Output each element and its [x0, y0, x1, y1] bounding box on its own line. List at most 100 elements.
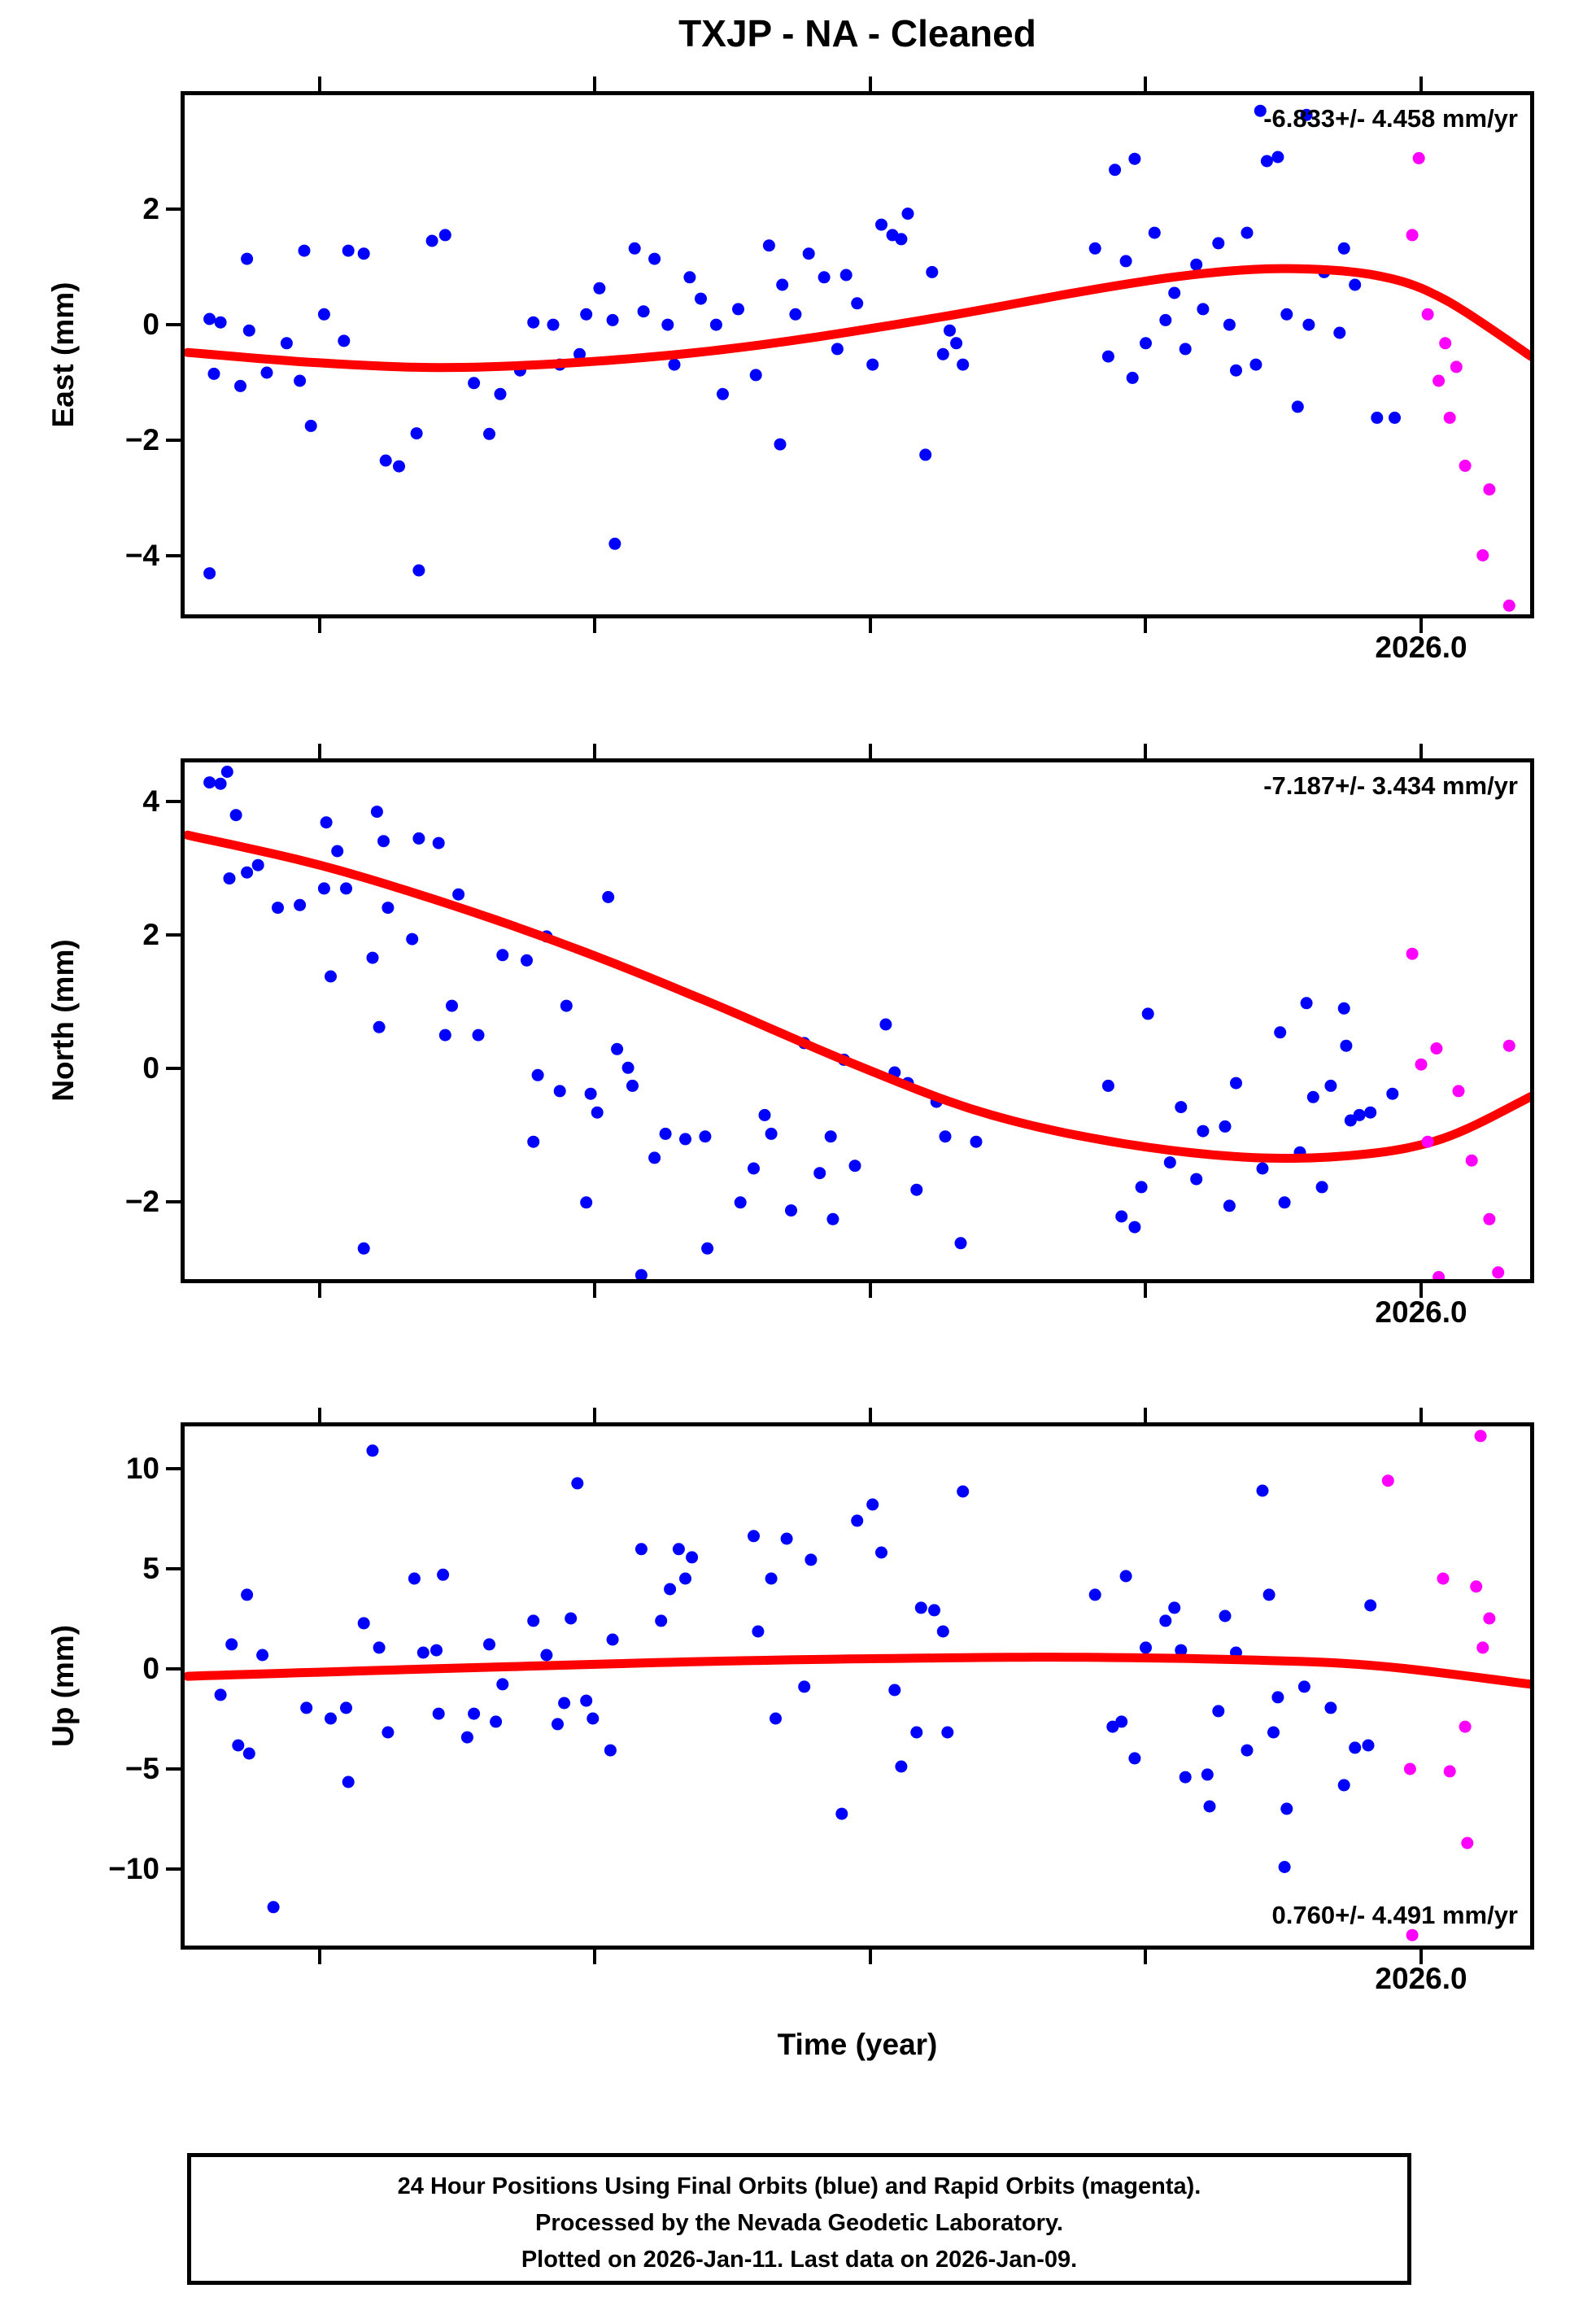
final-orbit-point	[717, 387, 729, 400]
final-orbit-point	[1126, 371, 1139, 384]
north-plot-area	[185, 766, 1530, 1279]
x-tick-bottom	[317, 618, 321, 633]
final-orbit-point	[839, 269, 853, 282]
final-orbit-point	[1249, 358, 1262, 371]
final-orbit-point	[1115, 1715, 1128, 1728]
final-orbit-point	[1340, 1039, 1353, 1052]
y-tick-label: 2	[142, 918, 159, 952]
final-orbit-point	[370, 806, 383, 819]
x-tick-bottom	[868, 1283, 872, 1298]
x-tick-top	[317, 744, 321, 758]
final-orbit-point	[648, 252, 661, 265]
final-orbit-point	[1371, 411, 1384, 424]
final-orbit-point	[225, 1638, 238, 1651]
east-xtick-label: 2026.0	[1375, 631, 1467, 664]
x-tick-top	[1419, 744, 1423, 758]
final-orbit-point	[558, 1697, 571, 1710]
north-xtick-label: 2026.0	[1375, 1295, 1467, 1329]
final-orbit-point	[919, 448, 932, 461]
x-tick-top	[1144, 744, 1148, 758]
final-orbit-point	[460, 1731, 473, 1744]
final-orbit-point	[325, 970, 337, 983]
y-tick-label: −4	[124, 539, 159, 573]
final-orbit-point	[531, 1068, 544, 1081]
final-orbit-point	[818, 271, 831, 284]
final-orbit-point	[875, 1546, 887, 1559]
final-orbit-point	[668, 358, 681, 371]
final-orbit-point	[1159, 313, 1172, 326]
final-orbit-point	[412, 832, 425, 845]
final-orbit-point	[438, 229, 451, 242]
final-orbit-point	[758, 1108, 771, 1121]
final-orbit-point	[664, 1583, 677, 1596]
final-orbit-point	[1212, 1705, 1225, 1718]
final-orbit-point	[1128, 152, 1141, 165]
final-orbit-point	[317, 882, 330, 895]
final-orbit-point	[1175, 1644, 1188, 1657]
final-orbit-point	[256, 1649, 269, 1662]
final-orbit-point	[437, 1568, 450, 1581]
final-orbit-point	[234, 379, 246, 392]
y-tick-label: 4	[142, 784, 159, 819]
caption-line-plotted: Plotted on 2026-Jan-11. Last data on 202…	[521, 2247, 1078, 2273]
final-orbit-point	[452, 888, 465, 901]
up-panel	[181, 1422, 1534, 1950]
x-tick-bottom	[868, 1950, 872, 1964]
final-orbit-point	[432, 1707, 445, 1720]
final-orbit-point	[748, 1162, 760, 1175]
final-orbit-point	[824, 1130, 837, 1143]
final-orbit-point	[483, 1638, 495, 1651]
final-orbit-point	[317, 308, 330, 321]
rapid-orbit-point	[1483, 1612, 1496, 1625]
final-orbit-point	[357, 247, 370, 260]
final-orbit-point	[342, 1775, 355, 1788]
final-orbit-point	[970, 1135, 983, 1148]
rapid-orbit-point	[1474, 1430, 1487, 1443]
final-orbit-point	[701, 1242, 714, 1255]
final-orbit-point	[241, 1588, 254, 1601]
final-orbit-point	[298, 244, 311, 257]
final-orbit-point	[468, 1707, 481, 1720]
final-orbit-point	[527, 316, 540, 329]
y-tick	[166, 1767, 181, 1771]
y-tick-label: 10	[125, 1451, 159, 1485]
final-orbit-point	[300, 1701, 313, 1714]
y-tick	[166, 1867, 181, 1871]
rapid-orbit-point	[1502, 1039, 1515, 1052]
y-tick-label: 0	[142, 1051, 159, 1085]
final-orbit-point	[851, 1514, 864, 1527]
final-orbit-point	[294, 898, 307, 911]
final-orbit-point	[241, 252, 254, 265]
final-orbit-point	[1128, 1752, 1141, 1765]
rapid-orbit-point	[1465, 1154, 1478, 1167]
final-orbit-point	[941, 1726, 954, 1739]
final-orbit-point	[366, 1444, 379, 1457]
final-orbit-point	[1254, 104, 1267, 117]
final-orbit-point	[634, 1543, 648, 1556]
final-orbit-point	[1267, 1726, 1280, 1739]
y-tick	[166, 1199, 181, 1203]
final-orbit-point	[1119, 255, 1132, 268]
final-orbit-point	[1271, 151, 1284, 164]
final-orbit-point	[608, 537, 621, 550]
final-orbit-point	[789, 308, 802, 321]
final-orbit-point	[320, 816, 333, 829]
final-orbit-point	[357, 1242, 370, 1255]
final-orbit-point	[626, 1079, 639, 1092]
final-orbit-point	[521, 954, 533, 967]
final-orbit-point	[648, 1151, 661, 1164]
final-orbit-point	[762, 239, 775, 252]
final-orbit-point	[294, 374, 307, 387]
final-orbit-point	[1271, 1691, 1284, 1704]
final-orbit-point	[203, 567, 216, 580]
x-tick-bottom	[317, 1950, 321, 1964]
x-tick-bottom	[1144, 618, 1148, 633]
final-orbit-point	[634, 1269, 648, 1279]
final-orbit-point	[1190, 1173, 1203, 1186]
final-orbit-point	[1262, 1588, 1275, 1601]
final-orbit-point	[1219, 1609, 1232, 1622]
final-orbit-point	[203, 776, 216, 789]
caption-line-processed: Processed by the Nevada Geodetic Laborat…	[535, 2210, 1063, 2236]
final-orbit-point	[331, 845, 344, 858]
